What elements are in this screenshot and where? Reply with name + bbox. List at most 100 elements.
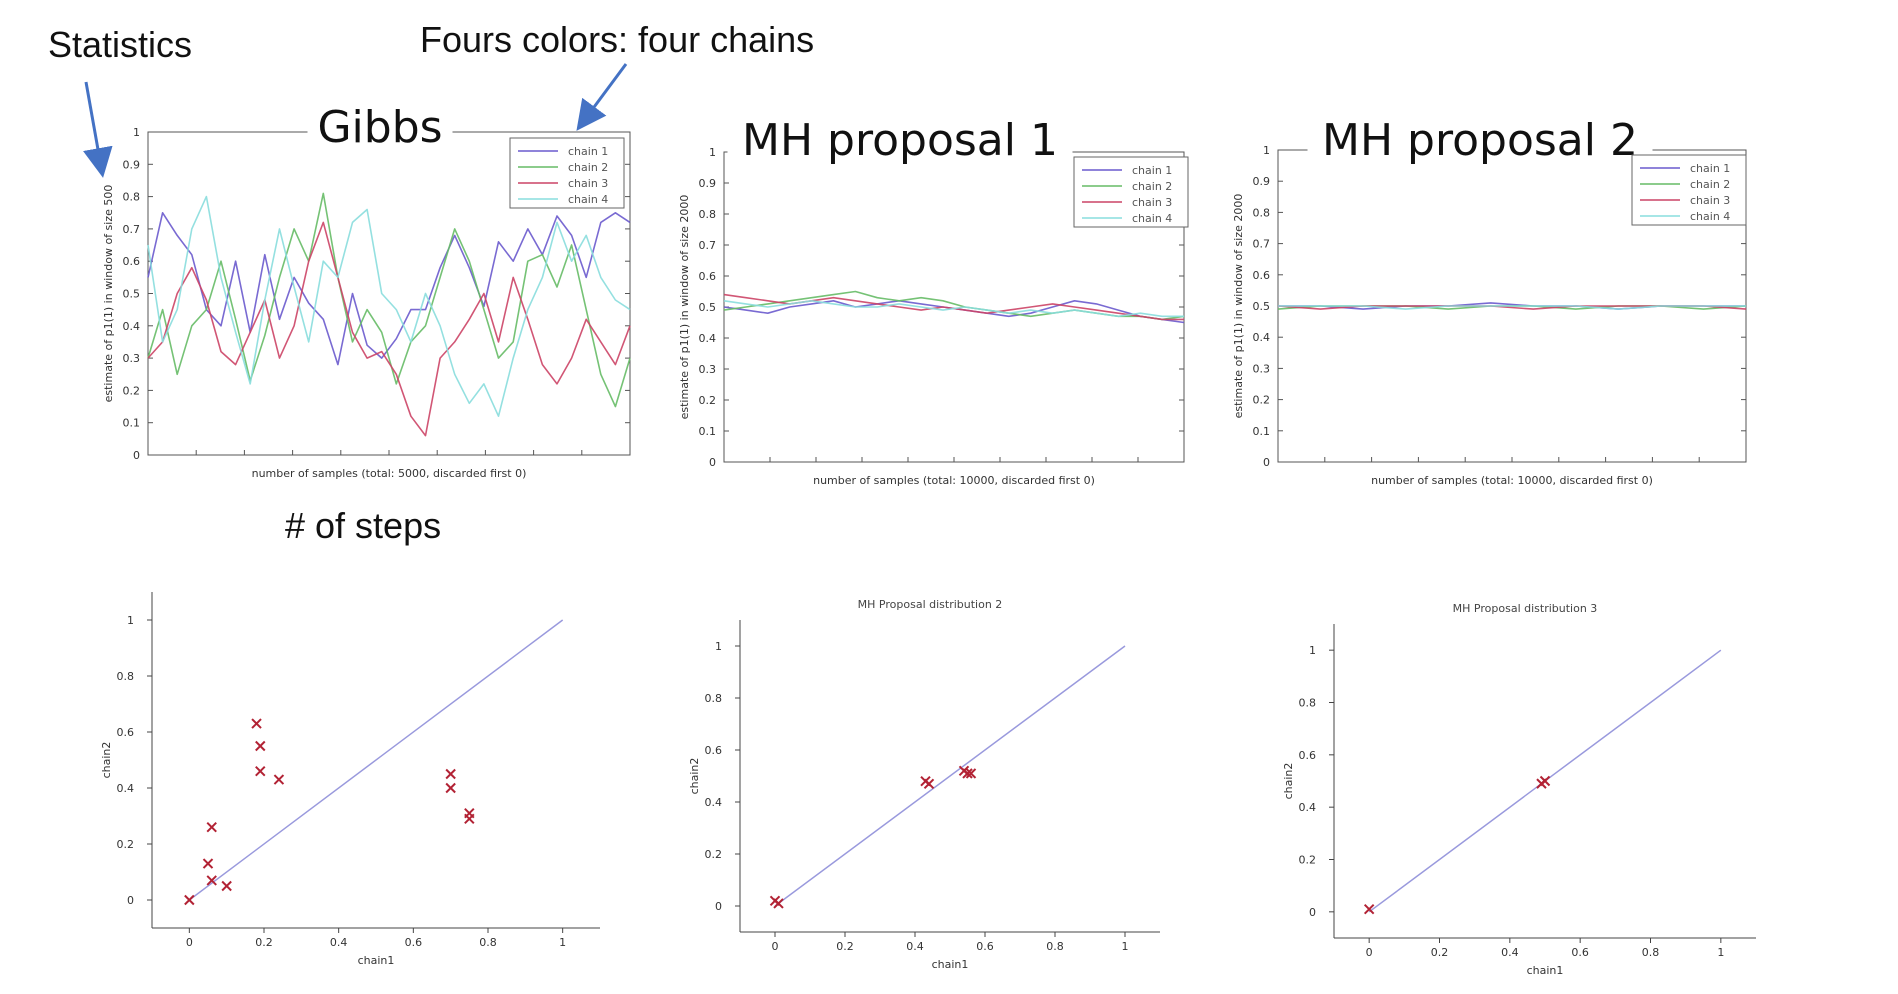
legend: chain 1 chain 2 chain 3 chain 4 [509,137,625,209]
point-stroke [464,813,475,825]
statistics-arrow [83,81,113,178]
point-stroke [206,821,217,833]
legend: chain 1 chain 2 chain 3 chain 4 [1631,154,1747,226]
legend-label: chain 3 [1132,196,1172,209]
y-tick-label: 0.8 [1253,206,1271,219]
y-tick-label: 0.6 [705,744,723,757]
y-tick-label: 0.1 [699,425,717,438]
point-stroke [1363,904,1375,915]
y-tick-label: 0.9 [123,158,141,171]
y-tick-label: 0.9 [699,177,717,190]
y-tick-label: 0.2 [123,384,141,397]
legend-label: chain 3 [1690,194,1730,207]
x-axis-label: number of samples (total: 10000, discard… [813,474,1095,487]
series-line-chain-3 [147,221,631,437]
point-stroke [251,718,262,729]
legend: chain 1 chain 2 chain 3 chain 4 [1073,156,1189,228]
point-stroke [206,875,217,886]
y-axis-label: chain2 [688,758,701,795]
legend-label: chain 2 [1690,178,1730,191]
y-tick-label: 1 [1263,144,1270,157]
x-tick-label: 0.6 [1571,946,1589,959]
y-tick-label: 0.8 [117,670,135,683]
point-stroke [202,858,214,869]
y-tick-label: 0.8 [705,692,723,705]
chart-title: MH proposal 1 [742,115,1058,166]
scatter-point [221,880,232,892]
y-axis-label: estimate of p1(1) in window of size 2000 [678,195,691,420]
y-tick-label: 0.7 [1253,238,1271,251]
x-tick-label: 1 [1717,946,1724,959]
y-tick-label: 1 [1309,644,1316,657]
scatter-chart-1: 0 0.2 0.4 0.6 0.8 1 0 0.2 0.4 0.6 0.8 1 chain1 chain2 [100,592,600,967]
scatter-point [464,813,475,825]
point-stroke [221,880,232,892]
x-axis-label: chain1 [1527,964,1564,977]
x-tick-label: 0.2 [255,936,273,949]
y-tick-label: 0.6 [117,726,135,739]
legend-label: chain 4 [568,193,608,206]
x-tick-label: 0.2 [836,940,854,953]
y-tick-label: 0.3 [1253,362,1271,375]
x-tick-label: 0 [186,936,193,949]
scatter-point [958,765,970,777]
diagonal-line [774,645,1126,907]
y-tick-label: 0.2 [1253,394,1271,407]
y-tick-label: 0.2 [117,838,135,851]
scatter-point [923,778,935,790]
statistics-annotation: Statistics [48,24,192,65]
scatter-point [206,875,217,886]
y-tick-label: 0.2 [1299,854,1317,867]
scatter-point [184,894,195,906]
y-tick-label: 0 [709,456,716,469]
point-stroke [445,768,456,780]
y-axis-label: chain2 [1282,763,1295,800]
scatter-point [251,718,262,729]
scatter-point [255,765,266,777]
scatter-point [965,768,977,779]
title-backing [307,102,453,150]
scatter-point [1539,775,1551,787]
y-tick-label: 0.3 [699,363,717,376]
scatter-title: MH Proposal distribution 3 [1453,602,1598,615]
y-tick-label: 0.4 [699,332,717,345]
x-tick-label: 0 [1366,946,1373,959]
y-tick-label: 0.6 [1253,269,1271,282]
point-stroke [273,774,285,785]
y-tick-label: 0.4 [705,796,723,809]
series-line-chain-4 [1278,305,1746,310]
y-tick-label: 0.7 [123,223,141,236]
y-tick-label: 0 [1309,906,1316,919]
x-tick-label: 0.6 [405,936,423,949]
legend-label: chain 1 [568,145,608,158]
series-line-chain-4 [723,299,1184,318]
scatter-point [773,898,784,909]
scatter-point [273,774,285,785]
x-tick-label: 1 [1122,940,1129,953]
x-axis-label: chain1 [932,958,969,971]
scatter-point [445,768,456,780]
point-stroke [923,778,935,790]
y-tick-label: 0.2 [699,394,717,407]
y-tick-label: 0.6 [123,255,141,268]
y-tick-label: 0.4 [1299,801,1317,814]
x-tick-label: 0.8 [1642,946,1660,959]
scatter-title: MH Proposal distribution 2 [858,598,1003,611]
y-tick-label: 0.8 [1299,697,1317,710]
chart-title: Gibbs [317,102,442,153]
series-line-chain-4 [147,195,631,418]
title-backing [727,115,1073,163]
title-backing [1307,115,1653,163]
legend-box [509,137,625,209]
x-tick-label: 0 [772,940,779,953]
chart-title: MH proposal 2 [1322,115,1638,166]
legend-box [1631,154,1747,226]
point-stroke [958,765,970,777]
point-stroke [184,894,195,906]
point-stroke [445,782,456,794]
x-tick-label: 0.2 [1431,946,1449,959]
y-tick-label: 1 [715,640,722,653]
y-tick-label: 0.5 [123,288,141,301]
x-tick-label: 0.4 [1501,946,1519,959]
